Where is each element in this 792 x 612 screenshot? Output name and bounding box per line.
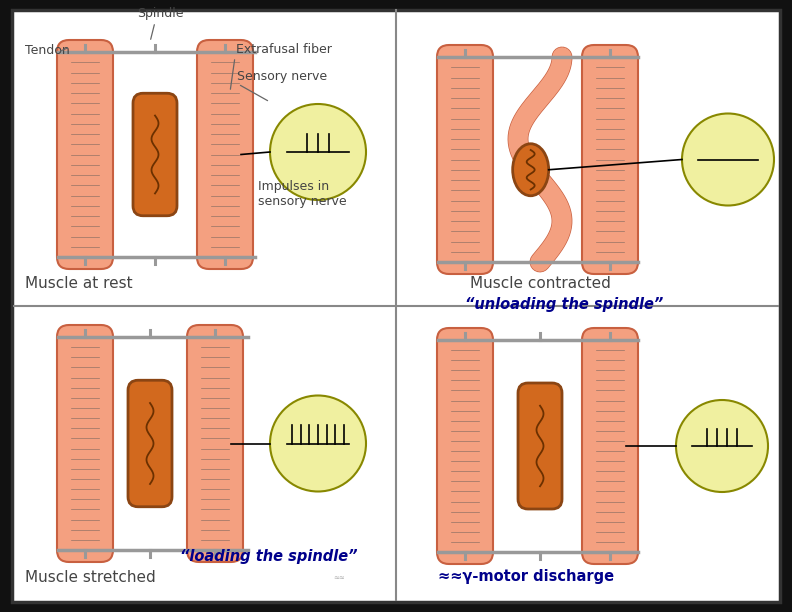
FancyBboxPatch shape — [197, 40, 253, 269]
Text: “loading the spindle”: “loading the spindle” — [180, 550, 357, 564]
Circle shape — [270, 104, 366, 200]
FancyBboxPatch shape — [437, 328, 493, 564]
Text: Extrafusal fiber: Extrafusal fiber — [236, 43, 332, 56]
Text: ≈≈: ≈≈ — [333, 575, 345, 581]
FancyBboxPatch shape — [57, 40, 113, 269]
Circle shape — [270, 395, 366, 491]
FancyBboxPatch shape — [582, 45, 638, 274]
Text: Sensory nerve: Sensory nerve — [237, 70, 327, 83]
Circle shape — [676, 400, 768, 492]
Text: “unloading the spindle”: “unloading the spindle” — [465, 297, 663, 312]
Text: Muscle stretched: Muscle stretched — [25, 570, 156, 584]
Text: ≈≈γ-motor discharge: ≈≈γ-motor discharge — [438, 570, 614, 584]
FancyBboxPatch shape — [187, 325, 243, 562]
Text: Muscle contracted: Muscle contracted — [470, 277, 611, 291]
Text: Tendon: Tendon — [25, 43, 70, 56]
FancyBboxPatch shape — [437, 45, 493, 274]
Circle shape — [682, 113, 774, 206]
Text: Spindle: Spindle — [137, 7, 183, 20]
FancyBboxPatch shape — [133, 93, 177, 216]
FancyBboxPatch shape — [128, 380, 172, 507]
FancyBboxPatch shape — [582, 328, 638, 564]
Ellipse shape — [512, 144, 549, 196]
FancyBboxPatch shape — [518, 383, 562, 509]
FancyBboxPatch shape — [57, 325, 113, 562]
Text: Muscle at rest: Muscle at rest — [25, 277, 132, 291]
Text: Impulses in
sensory nerve: Impulses in sensory nerve — [258, 180, 347, 208]
